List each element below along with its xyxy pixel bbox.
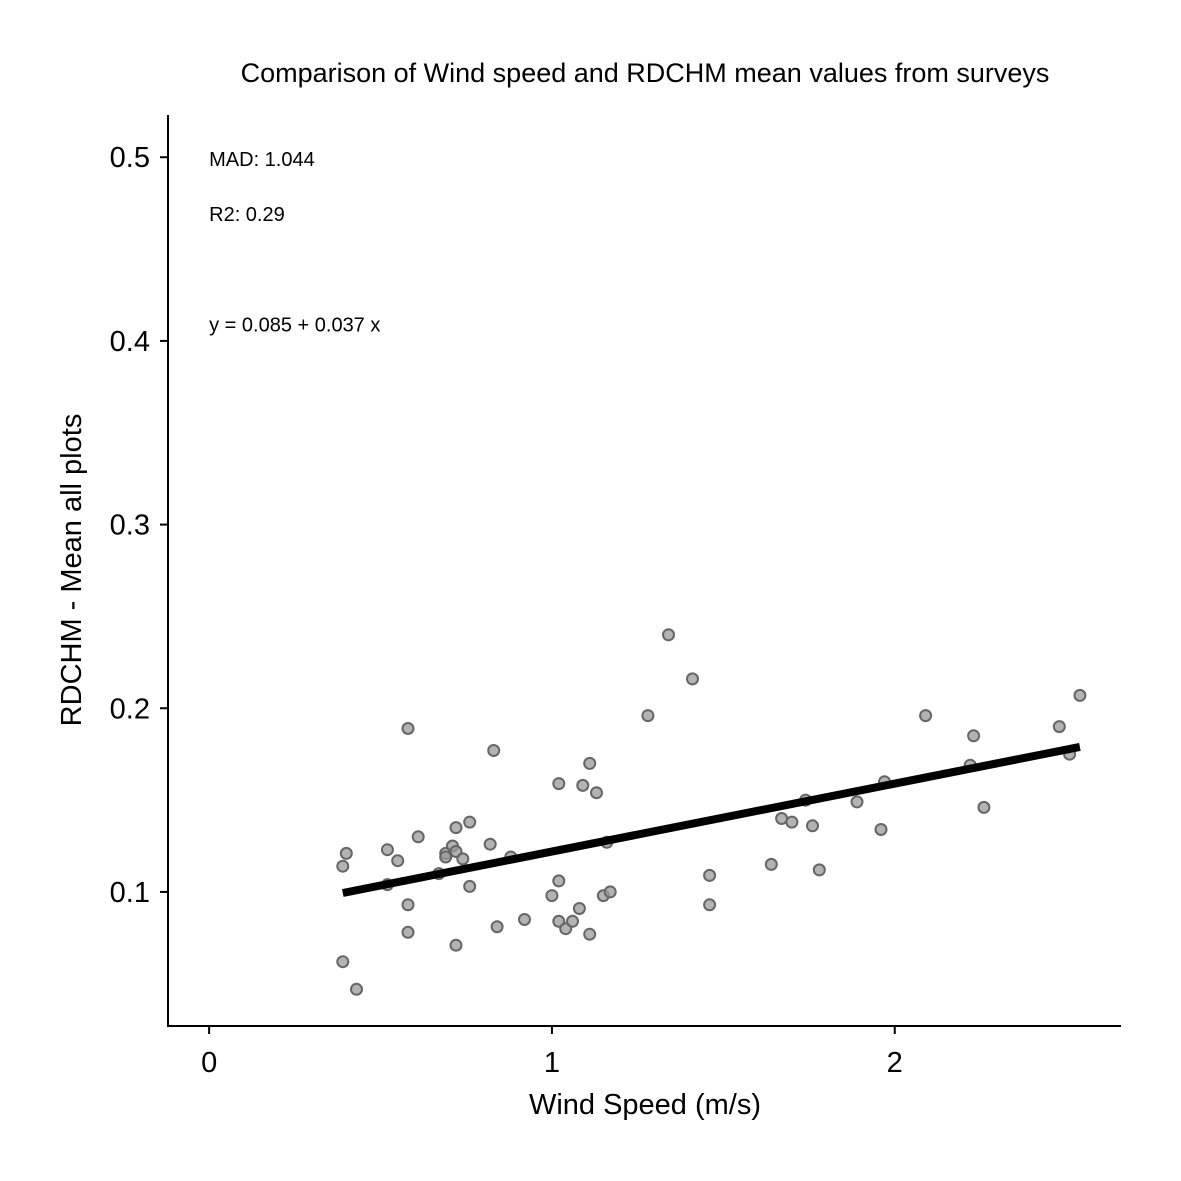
data-point [350,982,363,996]
data-point [552,777,566,791]
data-point [1073,688,1087,702]
y-tick-label: 0.2 [110,693,150,725]
y-tick-label: 0.5 [110,142,150,174]
data-point [785,815,799,829]
y-tick-label: 0.4 [110,326,150,358]
y-tick-label: 0.1 [110,877,150,909]
regression-line [342,742,1081,897]
data-point [380,843,394,857]
data-point [487,744,501,757]
data-point [545,889,559,903]
data-point [401,898,415,912]
regression-line-group [342,742,1081,897]
data-point [919,709,933,723]
y-axis-label: RDCHM - Mean all plots [56,414,88,727]
data-point [463,815,477,829]
data-point [874,823,888,836]
stat-annotation: MAD: 1.044 [209,149,315,171]
data-point [977,800,991,814]
data-point [764,857,778,871]
x-axis-label: Wind Speed (m/s) [529,1089,761,1121]
data-point [583,927,597,941]
data-point [518,913,531,926]
data-point [576,778,590,792]
y-axis-ticks: 0.1 0.2 0.3 0.4 0.5 [110,142,168,909]
chart-title: Comparison of Wind speed and RDCHM mean … [241,58,1050,88]
stat-annotation: R2: 0.29 [209,204,285,226]
x-tick-label: 2 [887,1047,903,1079]
data-point [401,722,415,735]
data-point [703,898,717,912]
x-tick-label: 0 [201,1047,217,1079]
data-point [449,821,463,835]
data-point [590,786,603,800]
data-point [391,854,405,868]
data-point [490,920,504,934]
data-point [463,879,477,893]
data-point [439,850,453,864]
y-tick-label: 0.3 [110,510,150,542]
data-point [583,756,597,770]
data-point [812,863,826,877]
data-point [662,628,675,642]
annotations: MAD: 1.044 R2: 0.29 y = 0.085 + 0.037 x [209,149,380,336]
data-point [336,859,350,873]
data-points [336,628,1087,996]
data-point [572,902,586,915]
data-point [456,852,470,866]
x-axis-ticks: 0 1 2 [201,1026,903,1079]
data-point [641,709,655,723]
data-point [339,846,353,860]
stat-annotation: y = 0.085 + 0.037 x [209,314,380,336]
data-point [336,955,350,969]
data-point [449,938,463,952]
data-point [483,837,497,851]
data-point [703,868,717,882]
data-point [552,874,566,888]
data-point [401,925,415,939]
data-point [850,795,864,809]
data-point [686,672,699,686]
data-point [967,729,981,743]
x-tick-label: 1 [544,1047,560,1079]
data-point [411,830,425,844]
data-point [603,885,617,899]
data-point [806,819,819,833]
data-point [566,914,579,928]
data-point [1052,720,1066,734]
